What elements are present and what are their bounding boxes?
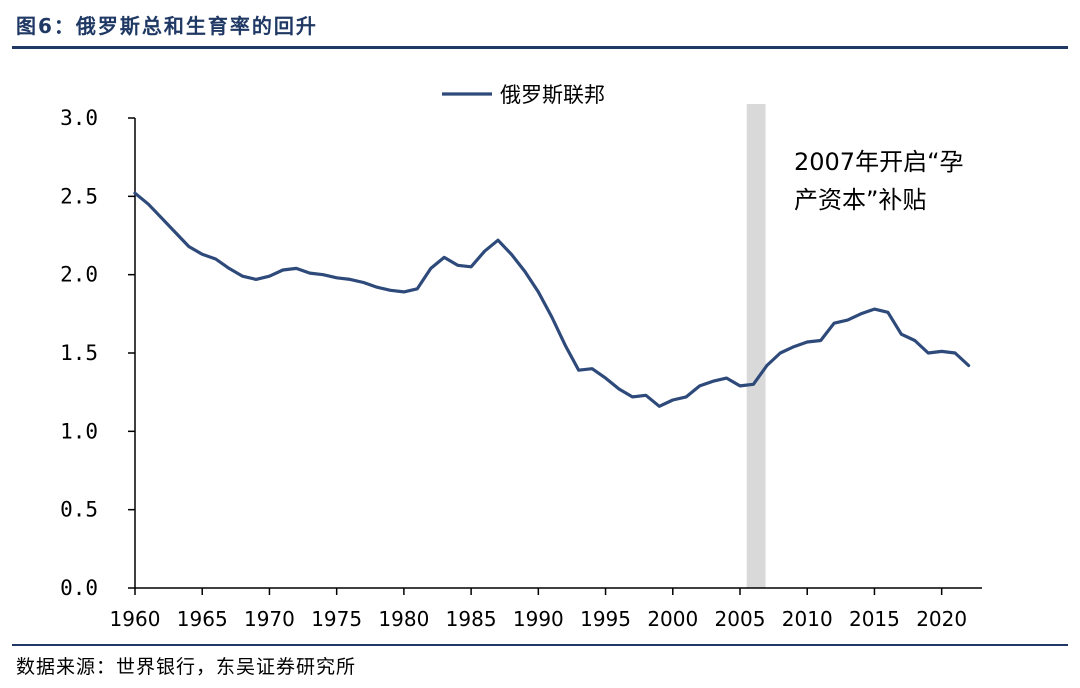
y-tick-label: 3.0 bbox=[60, 106, 98, 130]
y-tick-label: 1.0 bbox=[60, 419, 98, 443]
policy-period-shade bbox=[746, 104, 766, 588]
x-tick-label: 1985 bbox=[446, 607, 497, 631]
x-tick-label: 2020 bbox=[916, 607, 967, 631]
x-tick-label: 2000 bbox=[647, 607, 698, 631]
source-divider bbox=[12, 644, 1068, 646]
x-tick-label: 2010 bbox=[782, 607, 833, 631]
x-tick-label: 1995 bbox=[580, 607, 631, 631]
x-tick-label: 1965 bbox=[177, 607, 228, 631]
title-divider bbox=[12, 46, 1068, 49]
x-tick-label: 1970 bbox=[244, 607, 295, 631]
y-tick-label: 0.0 bbox=[60, 576, 98, 600]
annotation-text-line: 产资本”补贴 bbox=[794, 186, 926, 214]
x-tick-label: 1980 bbox=[378, 607, 429, 631]
x-tick-label: 1960 bbox=[110, 607, 161, 631]
annotation-text-line: 2007年开启“孕 bbox=[794, 148, 964, 176]
source-note: 数据来源：世界银行，东吴证券研究所 bbox=[16, 656, 357, 678]
shade-layer bbox=[746, 104, 766, 588]
y-tick-label: 1.5 bbox=[60, 341, 98, 365]
x-tick-label: 2005 bbox=[715, 607, 766, 631]
y-tick-label: 0.5 bbox=[60, 498, 98, 522]
legend-label: 俄罗斯联邦 bbox=[500, 83, 605, 107]
figure-title: 图6：俄罗斯总和生育率的回升 bbox=[16, 14, 318, 38]
legend-layer: 俄罗斯联邦 bbox=[442, 83, 605, 107]
y-tick-label: 2.0 bbox=[60, 263, 98, 287]
series-layer bbox=[133, 191, 971, 408]
series-line-russia bbox=[133, 191, 971, 408]
x-tick-label: 2015 bbox=[849, 607, 900, 631]
axis-layer: 0.0 0.5 1.0 1.5 2.0 2.5 3.0 1960 1965 1970 1975 198… bbox=[60, 106, 982, 631]
x-tick-label: 1990 bbox=[513, 607, 564, 631]
y-tick-label: 2.5 bbox=[60, 184, 98, 208]
x-tick-label: 1975 bbox=[311, 607, 362, 631]
